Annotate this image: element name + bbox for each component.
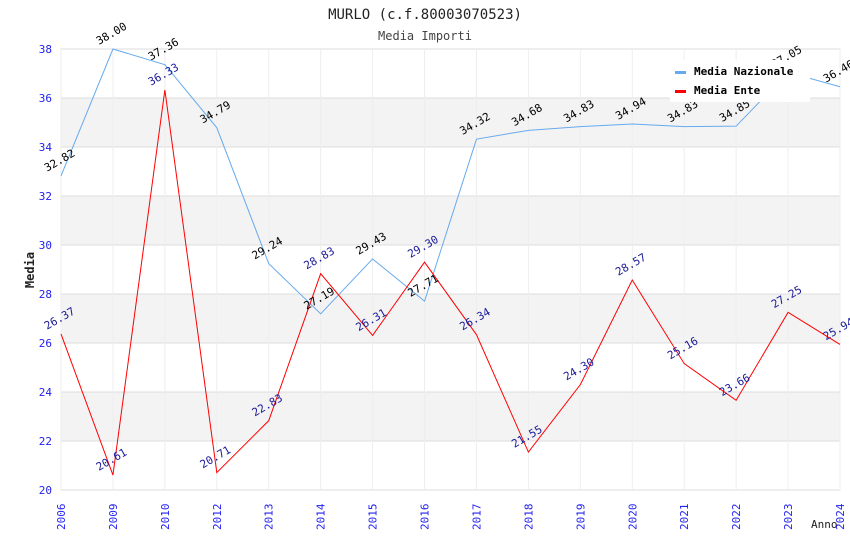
x-tick-label: 2023 <box>782 504 795 531</box>
x-axis-label: Anno <box>811 518 838 531</box>
x-tick-label: 2017 <box>470 504 483 531</box>
data-label: 37.36 <box>146 35 181 63</box>
x-tick-label: 2009 <box>107 504 120 531</box>
legend-swatch-ente <box>675 90 686 93</box>
legend-label-ente: Media Ente <box>694 84 761 97</box>
data-label: 20.61 <box>94 446 129 474</box>
chart-title: MURLO (c.f.80003070523) <box>328 7 522 23</box>
y-tick-label: 32 <box>39 190 52 203</box>
x-tick-label: 2020 <box>626 504 639 531</box>
y-tick-label: 28 <box>39 288 52 301</box>
series-line-nazionale <box>60 48 841 315</box>
x-tick-label: 2010 <box>159 504 172 531</box>
x-tick-label: 2014 <box>315 503 328 530</box>
y-tick-label: 36 <box>39 92 52 105</box>
y-tick-label: 26 <box>39 337 52 350</box>
legend: Media Nazionale Media Ente <box>670 60 810 102</box>
y-tick-label: 30 <box>39 239 52 252</box>
chart-subtitle: Media Importi <box>378 29 472 43</box>
x-tick-label: 2018 <box>522 504 535 531</box>
x-tick-label: 2015 <box>367 504 380 531</box>
x-tick-label: 2012 <box>211 504 224 531</box>
legend-label-nazionale: Media Nazionale <box>694 65 794 78</box>
data-label: 28.83 <box>302 244 337 272</box>
grid-band <box>61 98 840 147</box>
data-label: 38.00 <box>94 20 129 48</box>
x-tick-label: 2021 <box>678 504 691 531</box>
data-label: 36.46 <box>821 58 850 86</box>
data-label: 28.57 <box>613 251 648 279</box>
grid-band <box>61 294 840 343</box>
x-tick-label: 2013 <box>263 504 276 531</box>
y-tick-label: 34 <box>39 141 53 154</box>
x-tick-label: 2022 <box>730 504 743 531</box>
x-tick-label: 2019 <box>574 504 587 531</box>
y-tick-label: 38 <box>39 43 52 56</box>
y-axis-label: Media <box>23 252 37 288</box>
y-tick-label: 22 <box>39 435 52 448</box>
data-label: 36.33 <box>146 61 181 89</box>
x-tick-label: 2016 <box>419 504 432 531</box>
legend-swatch-nazionale <box>675 71 686 74</box>
y-tick-label: 24 <box>39 386 53 399</box>
data-label: 24.30 <box>561 355 596 383</box>
x-tick-label: 2024 <box>834 503 847 530</box>
data-label: 20.71 <box>198 443 233 471</box>
x-tick-label: 2006 <box>55 504 68 531</box>
series-line-ente <box>60 89 841 476</box>
y-tick-label: 20 <box>39 484 52 497</box>
grid-band <box>61 392 840 441</box>
